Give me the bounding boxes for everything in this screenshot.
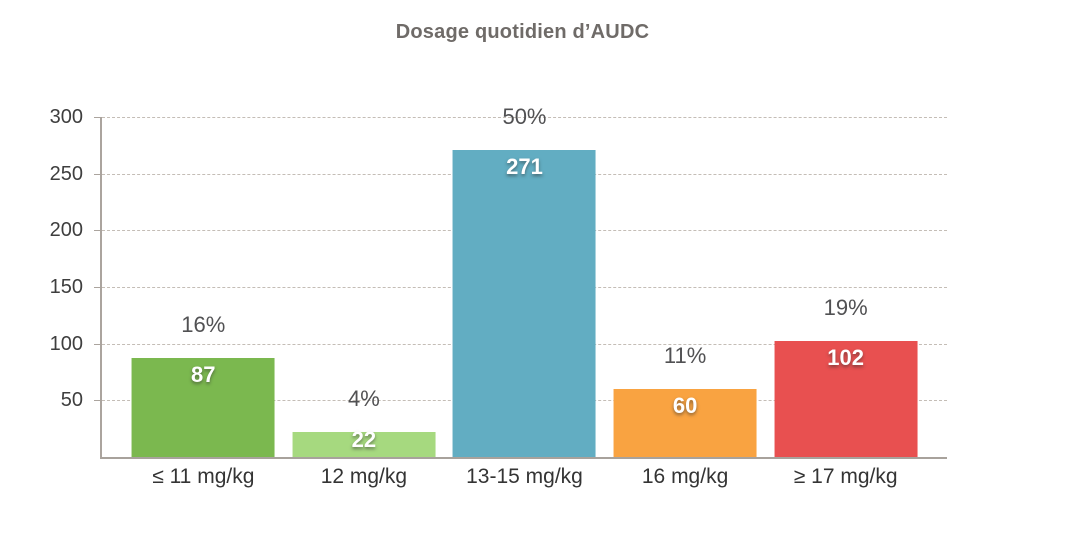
x-category-label: ≥ 17 mg/kg bbox=[793, 465, 898, 488]
y-axis-tick bbox=[94, 287, 100, 288]
bar-value-label: 87 bbox=[191, 362, 216, 388]
y-axis-tick bbox=[94, 230, 100, 232]
bar-column: 16% 87 bbox=[123, 117, 284, 457]
y-tick-label: 150 bbox=[49, 276, 83, 298]
y-axis-tick bbox=[94, 117, 100, 118]
x-axis-labels: ≤ 11 mg/kg 12 mg/kg 13-15 mg/kg 16 mg/kg ≥ 1… bbox=[102, 465, 947, 489]
bar-percent-label: 4% bbox=[347, 386, 380, 412]
y-tick-label: 200 bbox=[49, 219, 83, 242]
plot-area: 16% 87 4% 22 50% 271 11% 60 19% 102 bbox=[94, 105, 947, 459]
y-tick-label: 300 bbox=[49, 106, 83, 128]
x-category-label: 16 mg/kg bbox=[641, 465, 729, 488]
x-category-label: 13-15 mg/kg bbox=[466, 465, 583, 488]
bar-value-label: 271 bbox=[506, 153, 543, 179]
chart-title: Dosage quotidien d’AUDC bbox=[395, 21, 650, 43]
bar: 87 bbox=[131, 358, 275, 457]
y-tick-label: 50 bbox=[60, 389, 83, 412]
bar-percent-label: 11% bbox=[663, 343, 707, 368]
bar-column: 19% 102 bbox=[765, 117, 926, 457]
bar-percent-label: 16% bbox=[181, 312, 226, 338]
bar-value-label: 102 bbox=[827, 345, 865, 371]
y-axis-tick bbox=[94, 343, 100, 345]
bar-column: 4% 22 bbox=[284, 117, 445, 457]
bar-value-label: 60 bbox=[672, 393, 698, 418]
bar-value-label: 22 bbox=[351, 427, 377, 453]
y-axis-tick bbox=[94, 400, 100, 402]
gridline bbox=[102, 117, 947, 118]
bar-percent-label: 50% bbox=[502, 103, 547, 129]
bar: 102 bbox=[774, 341, 918, 457]
bar-column: 11% 60 bbox=[605, 117, 766, 457]
bar: 60 bbox=[613, 389, 757, 457]
x-category-label: ≤ 11 mg/kg bbox=[152, 465, 255, 488]
y-tick-label: 250 bbox=[49, 162, 83, 185]
bar: 22 bbox=[292, 427, 436, 457]
bar: 271 bbox=[453, 149, 596, 457]
x-category-label: 12 mg/kg bbox=[320, 465, 408, 488]
y-axis-tick bbox=[94, 173, 100, 175]
bar-column: 50% 271 bbox=[444, 105, 605, 457]
y-tick-label: 100 bbox=[49, 332, 83, 355]
bar-percent-label: 19% bbox=[823, 295, 868, 321]
bars-layer: 16% 87 4% 22 50% 271 11% 60 19% 102 bbox=[102, 105, 947, 457]
